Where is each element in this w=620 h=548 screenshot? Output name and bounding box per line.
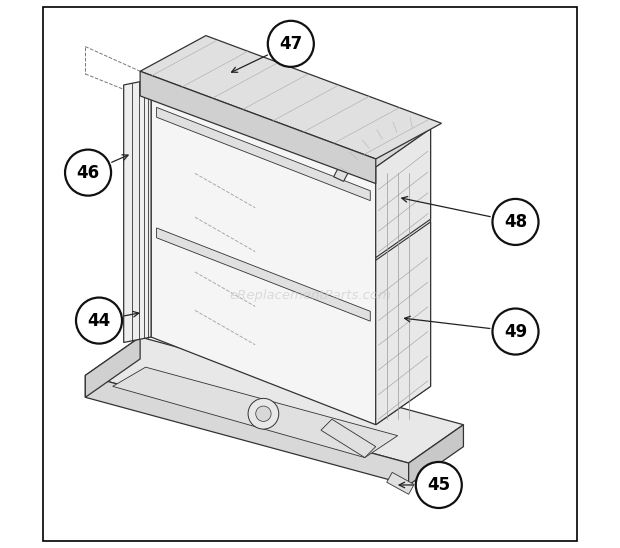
Polygon shape [151,41,430,167]
Polygon shape [376,129,430,425]
Polygon shape [86,337,140,397]
Polygon shape [140,36,441,159]
Polygon shape [376,129,430,258]
Circle shape [268,21,314,67]
Text: eReplacementParts.com: eReplacementParts.com [229,289,391,302]
Polygon shape [140,71,376,184]
Text: 44: 44 [87,312,110,329]
Polygon shape [409,425,463,485]
Circle shape [416,462,462,508]
Circle shape [248,398,279,429]
Circle shape [65,150,111,196]
Polygon shape [157,228,370,321]
Polygon shape [113,367,397,458]
Circle shape [255,406,271,421]
Polygon shape [157,107,370,201]
Text: 46: 46 [76,164,100,181]
Polygon shape [334,116,422,181]
Circle shape [76,298,122,344]
Polygon shape [387,472,414,494]
Circle shape [492,199,539,245]
Polygon shape [86,337,463,463]
Text: 49: 49 [504,323,527,340]
Circle shape [492,309,539,355]
Text: 48: 48 [504,213,527,231]
Polygon shape [321,419,376,458]
Polygon shape [123,79,151,342]
Polygon shape [376,222,430,425]
Polygon shape [86,375,409,485]
Text: 47: 47 [279,35,303,53]
Polygon shape [151,79,376,425]
Text: 45: 45 [427,476,450,494]
